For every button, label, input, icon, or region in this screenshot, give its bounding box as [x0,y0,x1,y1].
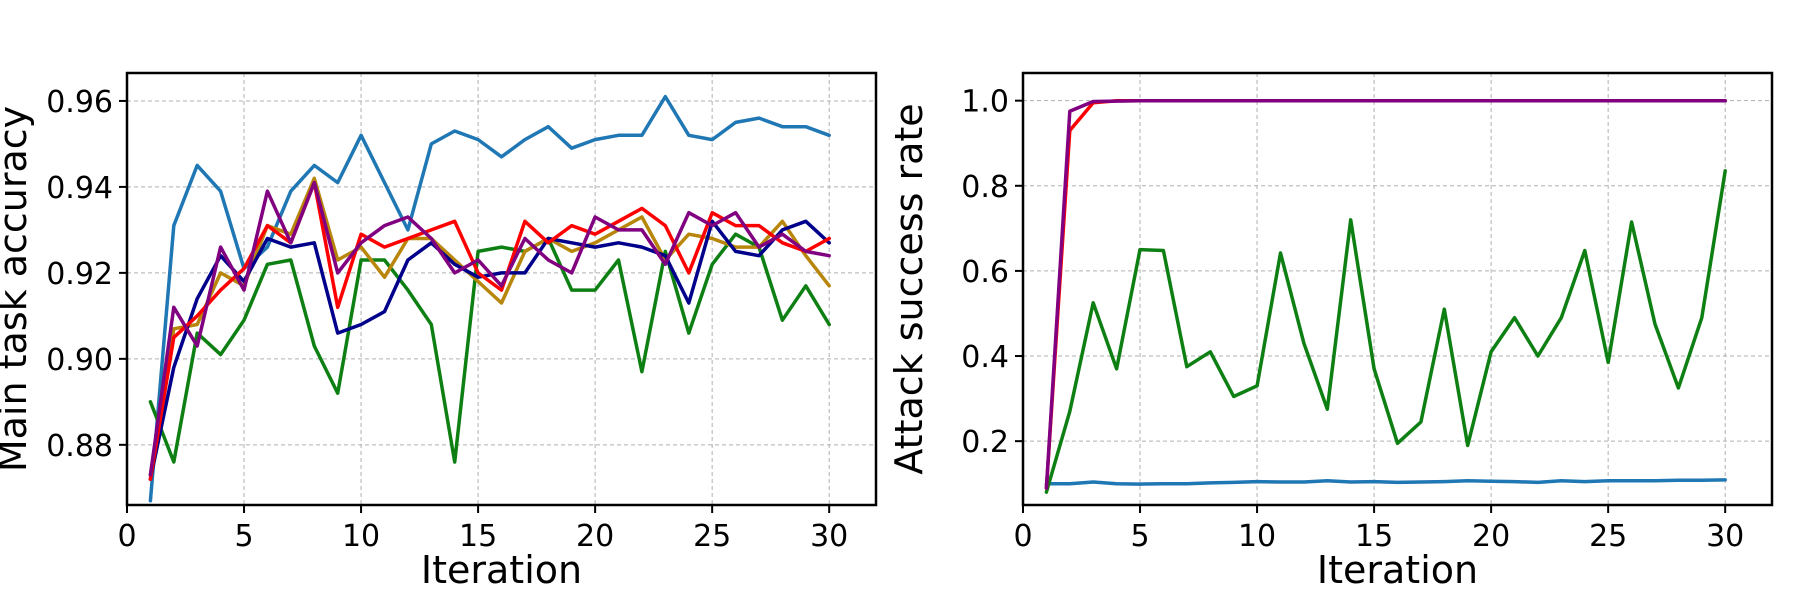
attack-success-x-tick-label: 20 [1472,519,1510,554]
attack-success-y-tick-label: 0.4 [961,340,1009,375]
main-task-x-axis-title: Iteration [421,548,582,592]
main-task-y-tick-label: 0.90 [46,343,113,378]
main-task-x-tick-label: 0 [117,519,136,554]
attack-success-series-red [1044,98,1727,490]
main-task-x-tick-label: 15 [459,519,497,554]
main-task-y-tick-label: 0.88 [46,429,113,464]
main-task-accuracy-chart: 0 5 10 15 20 25 30 0.88 0.90 0.92 0.94 0.96 Iteratio… [0,71,878,592]
main-task-series-purple [148,180,831,477]
attack-success-y-tick-label: 0.8 [961,170,1009,205]
main-task-y-tick-label: 0.94 [46,171,113,206]
attack-success-series-green [1044,169,1727,494]
main-task-x-tick-label: 10 [342,519,380,554]
attack-success-x-axis-title: Iteration [1317,548,1478,592]
main-task-plot-frame [125,71,878,507]
main-task-y-tick-label: 0.96 [46,85,113,120]
main-task-x-tick-label: 20 [576,519,614,554]
attack-success-y-tick-label: 1.0 [961,85,1009,120]
attack-success-y-axis-title: Attack success rate [887,103,931,474]
main-task-x-tick-label: 5 [234,519,253,554]
main-task-x-tick-label: 30 [810,519,848,554]
attack-success-y-tick-label: 0.6 [961,255,1009,290]
attack-success-x-tick-label: 30 [1706,519,1744,554]
attack-success-y-tick-label: 0.2 [961,425,1009,460]
main-task-y-axis-title: Main task accuracy [0,106,35,472]
attack-success-series-blue [1044,478,1727,486]
attack-success-series-purple [1044,98,1727,490]
main-task-series-green [148,232,831,464]
attack-success-plot-frame [1021,71,1774,507]
attack-success-x-tick-label: 25 [1589,519,1627,554]
attack-success-x-tick-label: 0 [1013,519,1032,554]
attack-success-rate-chart: 0 5 10 15 20 25 30 0.2 0.4 0.6 0.8 1.0 Iteration Atta… [887,71,1774,592]
main-task-x-tick-label: 25 [693,519,731,554]
main-task-series-red [148,180,831,481]
attack-success-x-tick-label: 5 [1130,519,1149,554]
main-task-series-blue [148,94,831,503]
main-task-y-tick-label: 0.92 [46,257,113,292]
attack-success-x-tick-label: 15 [1355,519,1393,554]
attack-success-x-tick-label: 10 [1238,519,1276,554]
